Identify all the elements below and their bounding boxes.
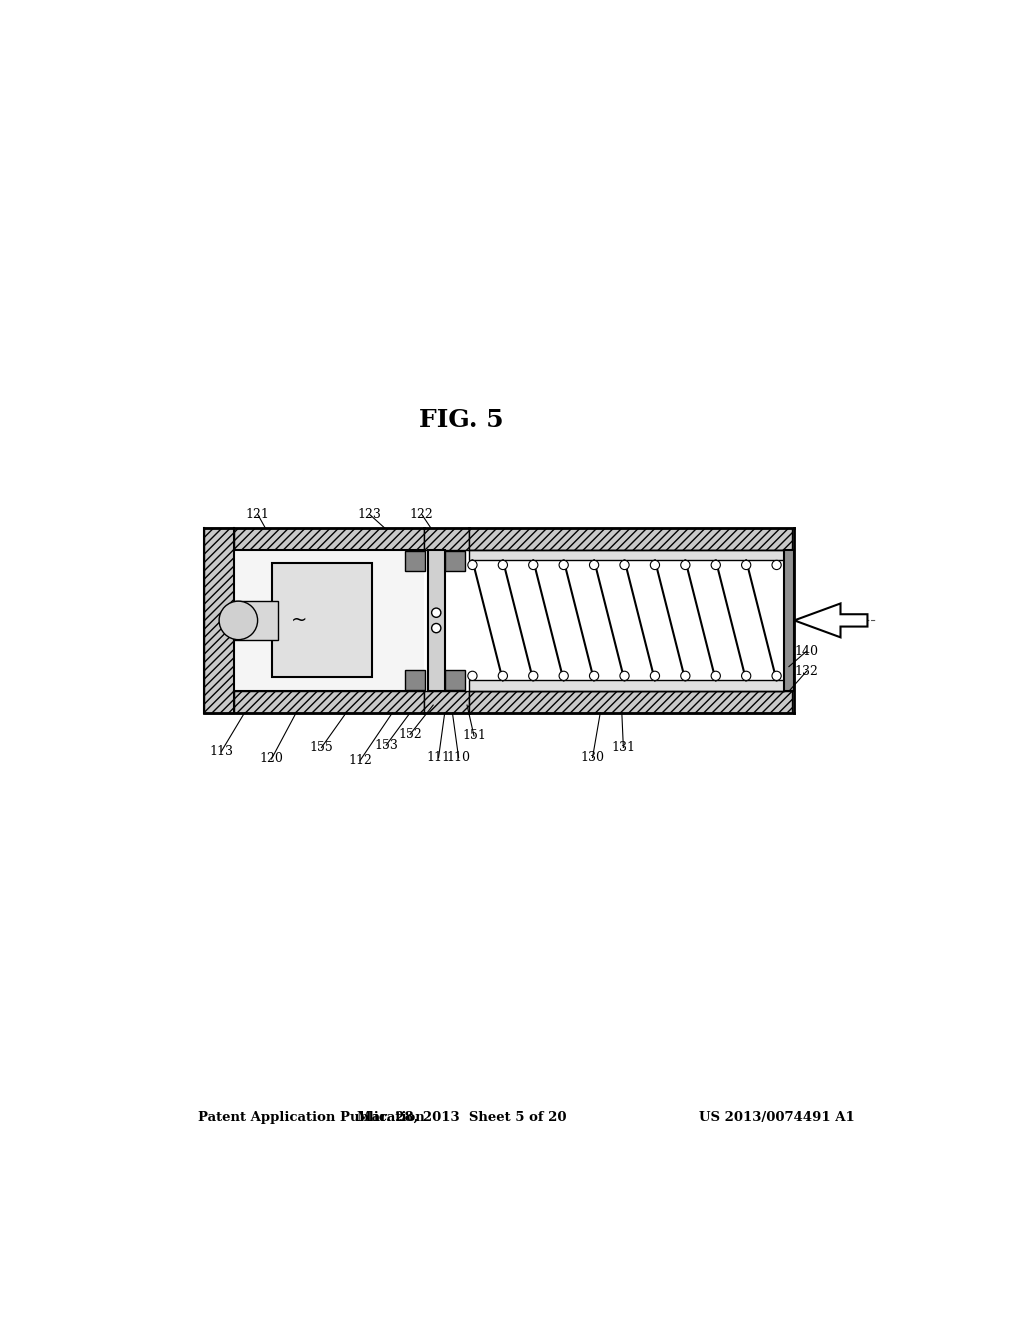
Circle shape: [559, 671, 568, 681]
Circle shape: [681, 671, 690, 681]
Text: 112: 112: [348, 754, 372, 767]
Text: 123: 123: [357, 508, 381, 520]
Circle shape: [772, 560, 781, 570]
Circle shape: [711, 560, 720, 570]
Circle shape: [650, 560, 659, 570]
Circle shape: [432, 623, 441, 632]
Circle shape: [590, 671, 599, 681]
Bar: [406, 669, 425, 689]
Circle shape: [741, 671, 751, 681]
Circle shape: [468, 560, 477, 570]
Circle shape: [468, 671, 477, 681]
Bar: [205, 528, 233, 713]
Text: 130: 130: [581, 751, 604, 764]
Text: 132: 132: [795, 665, 818, 677]
Text: Patent Application Publication: Patent Application Publication: [199, 1110, 425, 1123]
Bar: [469, 528, 792, 549]
Circle shape: [620, 560, 629, 570]
Bar: [472, 560, 776, 681]
Bar: [469, 549, 784, 560]
Bar: [424, 692, 469, 713]
Bar: [406, 552, 425, 572]
Bar: [784, 549, 794, 692]
Bar: [469, 681, 784, 692]
Text: 111: 111: [427, 751, 451, 764]
Bar: [205, 692, 424, 713]
Bar: [444, 669, 465, 689]
Bar: [205, 528, 424, 549]
Circle shape: [741, 560, 751, 570]
Text: 155: 155: [309, 741, 334, 754]
Text: 121: 121: [246, 508, 269, 520]
Circle shape: [681, 560, 690, 570]
Circle shape: [499, 671, 508, 681]
Circle shape: [528, 560, 538, 570]
Polygon shape: [795, 603, 867, 638]
Text: 122: 122: [410, 508, 433, 520]
Text: FIG. 5: FIG. 5: [420, 408, 504, 432]
Text: 140: 140: [795, 644, 818, 657]
Circle shape: [499, 560, 508, 570]
Bar: [469, 692, 792, 713]
Bar: [233, 601, 279, 640]
Circle shape: [772, 671, 781, 681]
Text: Mar. 28, 2013  Sheet 5 of 20: Mar. 28, 2013 Sheet 5 of 20: [357, 1110, 566, 1123]
Circle shape: [528, 671, 538, 681]
Circle shape: [559, 560, 568, 570]
Text: 110: 110: [446, 751, 471, 764]
Circle shape: [432, 609, 441, 618]
Circle shape: [650, 671, 659, 681]
Text: 120: 120: [259, 752, 284, 766]
Circle shape: [590, 560, 599, 570]
Circle shape: [219, 601, 258, 640]
Text: 153: 153: [374, 739, 398, 751]
Bar: [444, 552, 465, 572]
Bar: [424, 528, 469, 549]
Text: 131: 131: [611, 741, 635, 754]
Circle shape: [711, 671, 720, 681]
Text: US 2013/0074491 A1: US 2013/0074491 A1: [698, 1110, 854, 1123]
Bar: [233, 549, 424, 692]
Text: ~: ~: [291, 611, 307, 630]
Text: 113: 113: [210, 744, 233, 758]
Text: 152: 152: [398, 727, 422, 741]
Bar: [428, 549, 444, 692]
Bar: [272, 564, 373, 677]
Circle shape: [620, 671, 629, 681]
Text: 151: 151: [462, 730, 486, 742]
